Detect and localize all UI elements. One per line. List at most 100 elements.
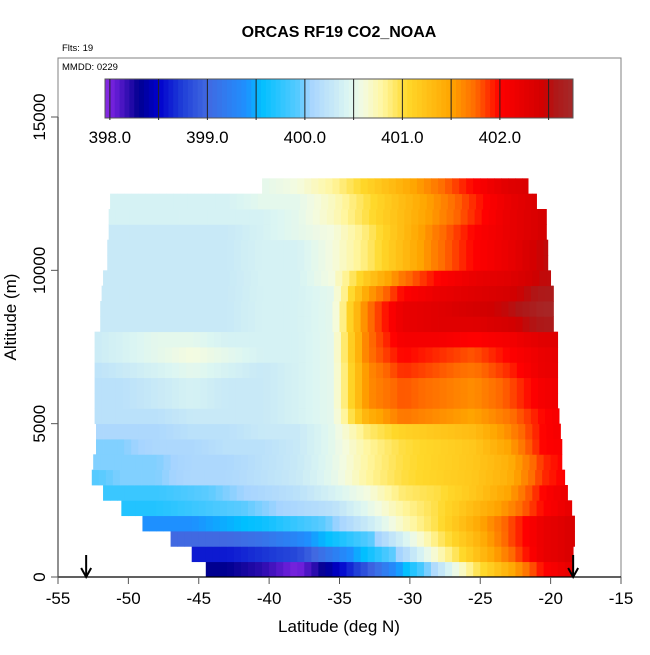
heat-cell [297, 515, 305, 532]
colorbar-swatch [382, 79, 389, 118]
heat-cell [487, 546, 495, 563]
heat-cell [454, 485, 463, 501]
heat-cell [305, 377, 314, 394]
heat-cell [255, 239, 263, 256]
heat-cell [346, 255, 354, 271]
heat-cell [215, 439, 224, 455]
heat-cell [179, 331, 187, 348]
heat-cell [525, 485, 533, 501]
heat-cell [370, 193, 378, 210]
heat-cell [262, 546, 270, 563]
heat-cell [532, 193, 537, 210]
heat-cell [166, 439, 174, 455]
heat-cell [326, 347, 335, 363]
heat-cell [173, 439, 181, 455]
heat-cell [201, 193, 210, 210]
heat-cell [235, 408, 243, 425]
heat-cell [391, 270, 400, 287]
heat-cell [409, 515, 418, 532]
heat-cell [200, 377, 208, 394]
heat-cell [460, 209, 468, 225]
heat-cell [256, 347, 264, 363]
heat-cell [225, 469, 233, 486]
heat-cell [176, 469, 184, 486]
heat-cell [283, 546, 291, 563]
heat-cell [318, 531, 326, 547]
heat-cell [416, 561, 425, 578]
colorbar-swatch [236, 79, 242, 118]
heat-cell [180, 439, 188, 455]
heat-cell [467, 209, 476, 225]
heat-cell [452, 531, 460, 547]
heat-cell [494, 316, 502, 333]
heat-cell [440, 423, 449, 440]
flights-annotation: Flts: 19 [62, 43, 93, 54]
heat-cell [239, 469, 248, 486]
heat-cell [226, 531, 235, 547]
y-tick-label: 15000 [30, 93, 49, 140]
heat-cell [487, 515, 495, 532]
colorbar-swatch [319, 79, 325, 118]
heat-cell [201, 485, 210, 501]
heat-cell [459, 239, 467, 256]
heat-cell [511, 193, 519, 210]
colorbar: 398.0 399.0 400.0 401.0 402.0 [89, 78, 574, 147]
heat-cell [212, 239, 221, 256]
heat-cell [460, 362, 468, 379]
heat-cell [215, 485, 224, 501]
heat-cell [377, 485, 385, 501]
heat-cell [156, 255, 164, 271]
colorbar-tick-label: 401.0 [381, 128, 424, 147]
heat-cell [263, 224, 271, 241]
heat-cell [177, 454, 186, 471]
heat-cell [360, 515, 369, 532]
heat-cell [328, 270, 336, 287]
heat-cell [346, 561, 354, 578]
colorbar-swatch [529, 79, 535, 118]
heat-cell [395, 561, 404, 578]
heat-cell [453, 393, 461, 409]
heat-cell [250, 193, 259, 210]
heat-cell [333, 377, 342, 394]
heat-cell [248, 454, 256, 471]
heat-cell [194, 485, 202, 501]
heat-cell [157, 377, 166, 394]
heat-cell [473, 178, 481, 195]
heat-cell [255, 531, 263, 547]
colorbar-swatch [261, 79, 267, 118]
heat-cell [100, 454, 108, 471]
heat-cell [528, 469, 536, 486]
heat-cell [502, 377, 511, 394]
heat-cell [228, 224, 236, 241]
heat-cell [376, 331, 384, 348]
heat-cell [193, 285, 201, 302]
heat-cell [135, 255, 143, 271]
heat-cell [339, 239, 347, 256]
heat-cell [138, 193, 146, 210]
heat-cell [172, 362, 180, 379]
heat-cell [207, 209, 215, 225]
heat-cell [383, 362, 391, 379]
heat-cell [156, 316, 164, 333]
heat-cell [339, 178, 347, 195]
heat-cell [550, 500, 559, 517]
heat-cell [542, 469, 550, 486]
heat-cell [452, 515, 460, 532]
heat-cell [537, 224, 546, 241]
heat-cell [124, 485, 132, 501]
heat-cell [193, 408, 201, 425]
heat-cell [115, 408, 124, 425]
heat-cell [438, 316, 446, 333]
heat-cell [367, 515, 376, 532]
colorbar-swatch [105, 79, 111, 118]
colorbar-swatch [558, 79, 564, 118]
heat-cell [418, 393, 426, 409]
heat-cell [425, 408, 433, 425]
heat-cell [193, 377, 201, 394]
heat-cell [416, 454, 425, 471]
heat-cell [250, 485, 259, 501]
heat-cell [314, 485, 322, 501]
heat-cell [495, 331, 504, 348]
heat-cell [263, 393, 271, 409]
heat-cell [333, 347, 342, 363]
